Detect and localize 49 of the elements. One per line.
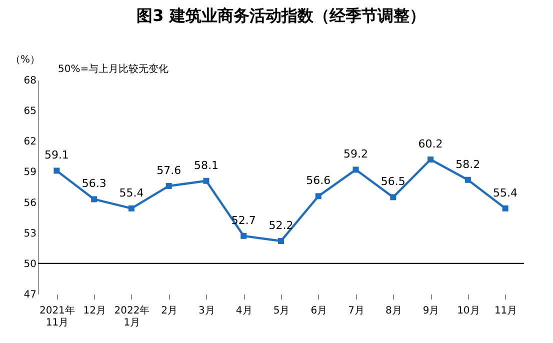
data-label: 55.4 (119, 186, 144, 200)
x-tick-label: 4月 (236, 306, 252, 316)
y-axis-title: （%） (10, 54, 40, 66)
point (464, 176, 471, 183)
x-tick-label: 10月 (457, 306, 480, 316)
point (240, 232, 247, 239)
y-tick-label: 53 (24, 228, 36, 240)
x-tick-label: 7月 (348, 306, 364, 316)
point (166, 182, 172, 189)
x-tick-label: 8月 (385, 306, 402, 316)
text: 50%=与上月比较无变化 (58, 63, 169, 75)
y-tick-label: 65 (24, 106, 36, 118)
point (91, 196, 98, 202)
y-tick-label: 56 (24, 198, 36, 209)
x-tick-label: 12月 (83, 306, 106, 316)
point (54, 168, 60, 174)
x-tick-label: 2021年 11月 (39, 304, 75, 328)
data-label: 56.3 (82, 177, 106, 190)
data-label: 58.1 (194, 158, 218, 172)
point (502, 205, 508, 212)
data-label: 55.4 (493, 186, 518, 200)
x-tick-label: 2022年 1月 (114, 304, 150, 328)
point (315, 193, 322, 200)
y-tick-label: 50 (24, 258, 36, 270)
data-label: 56.5 (380, 175, 406, 188)
x-tick-label: 5月 (273, 306, 290, 316)
x-tick-label: 2月 (161, 306, 178, 316)
data-label: 56.6 (306, 174, 331, 188)
point (390, 194, 396, 200)
x-tick-label: 6月 (310, 306, 328, 316)
x-tick-label: 11月 (494, 306, 518, 316)
x-tick-label: 3月 (198, 306, 215, 316)
x-tick-label: 9月 (422, 306, 440, 316)
data-label: 59.2 (344, 148, 368, 161)
data-label: 58.2 (456, 158, 480, 171)
data-label: 60.2 (418, 137, 443, 150)
point (203, 178, 210, 184)
y-tick-label: 47 (24, 290, 36, 300)
point (428, 156, 434, 162)
y-tick-label: 68 (24, 76, 36, 86)
point (278, 238, 284, 244)
point (128, 205, 134, 212)
y-tick-label: 59 (24, 167, 36, 178)
y-tick-label: 62 (24, 136, 36, 148)
data-label: 59.1 (44, 148, 69, 162)
point (352, 166, 359, 173)
chart-title: 图3 建筑业商务活动指数（经季节调整） (136, 6, 426, 25)
data-label: 57.6 (156, 164, 182, 177)
data-label: 52.2 (268, 219, 294, 232)
